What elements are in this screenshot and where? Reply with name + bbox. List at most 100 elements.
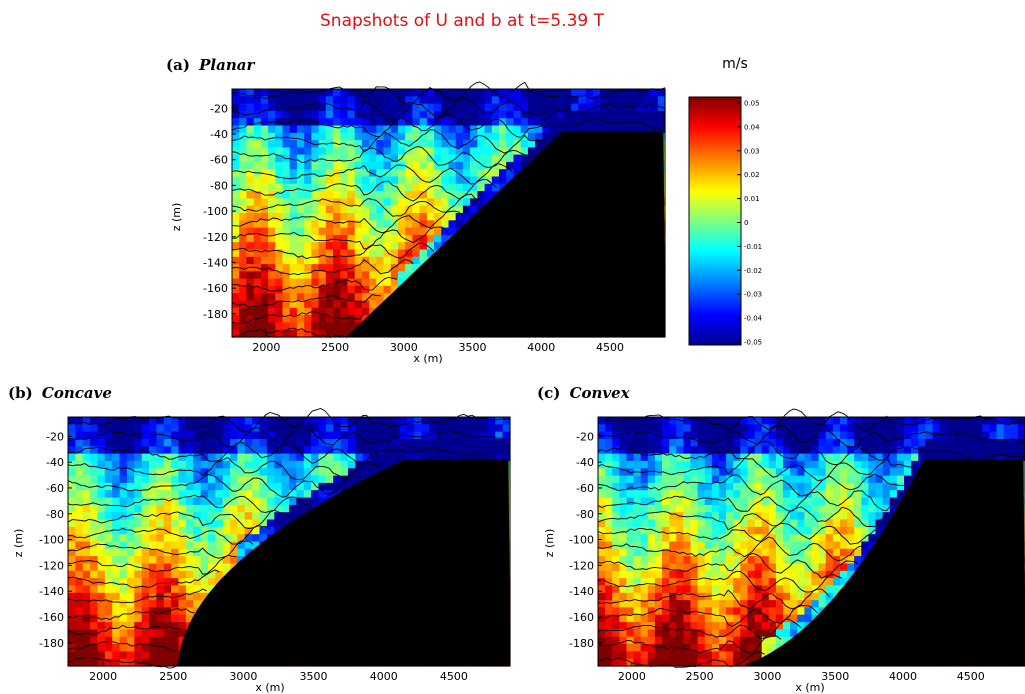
heatmap-cell <box>232 329 240 338</box>
heatmap-cell <box>252 490 261 499</box>
heatmap-cell <box>354 213 363 221</box>
heatmap-cell <box>542 132 551 141</box>
heatmap-cell <box>282 169 291 178</box>
heatmap-cell <box>448 161 457 170</box>
heatmap-cell <box>647 636 656 645</box>
heatmap-cell <box>141 548 150 557</box>
heatmap-cell <box>333 264 341 272</box>
heatmap-cell <box>376 213 385 221</box>
density-contour <box>231 129 550 154</box>
heatmap-cell <box>318 300 327 309</box>
heatmap-cell <box>318 285 327 294</box>
heatmap-cell <box>259 504 268 513</box>
heatmap-cell <box>354 125 363 134</box>
heatmap-cell <box>200 556 209 564</box>
heatmap-cell <box>619 468 628 477</box>
heatmap-cell <box>697 482 706 491</box>
heatmap-cell <box>112 548 121 557</box>
heatmap-cell <box>369 264 377 272</box>
heatmap-cell <box>246 183 255 192</box>
heatmap-cell <box>119 629 128 638</box>
heatmap-cell <box>185 424 194 433</box>
heatmap-cell <box>669 468 677 477</box>
heatmap-cell <box>163 556 172 564</box>
heatmap-cell <box>282 220 291 229</box>
heatmap-cell <box>260 154 269 163</box>
heatmap-cell <box>171 482 180 491</box>
heatmap-cell <box>311 264 320 272</box>
heatmap-cell <box>171 622 180 630</box>
heatmap-cell <box>556 118 565 127</box>
heatmap-cell <box>506 125 514 134</box>
heatmap-cell <box>361 110 370 119</box>
heatmap-cell <box>75 497 84 506</box>
heatmap-cell <box>697 563 706 572</box>
heatmap-cell <box>112 636 121 645</box>
heatmap-cell <box>232 213 240 221</box>
heatmap-cell <box>82 614 91 623</box>
heatmap-cell <box>704 453 713 462</box>
heatmap-cell <box>171 417 180 425</box>
heatmap-cell <box>149 570 157 579</box>
heatmap-cell <box>112 607 121 616</box>
heatmap-cell <box>268 307 276 316</box>
heatmap-cell <box>612 439 620 447</box>
heatmap-cell <box>676 614 684 623</box>
heatmap-cell <box>640 490 649 499</box>
heatmap-cell <box>711 446 720 455</box>
heatmap-cell <box>719 482 727 491</box>
heatmap-cell <box>571 89 579 97</box>
heatmap-cell <box>598 541 606 550</box>
y-tick-label: -160 <box>39 611 64 624</box>
heatmap-cell <box>239 315 247 323</box>
heatmap-cell <box>82 570 91 579</box>
heatmap-cell <box>333 271 341 280</box>
heatmap-cell <box>222 460 231 469</box>
heatmap-cell <box>134 439 143 447</box>
heatmap-cell <box>520 140 529 148</box>
heatmap-cell <box>193 534 202 543</box>
heatmap-cell <box>383 242 392 251</box>
heatmap-cell <box>429 453 437 462</box>
heatmap-cell <box>647 658 656 667</box>
heatmap-cell <box>383 264 392 272</box>
heatmap-cell <box>274 453 283 462</box>
heatmap-cell <box>119 600 128 608</box>
heatmap-cell <box>640 475 649 484</box>
heatmap-cell <box>711 460 720 469</box>
heatmap-cell <box>340 329 349 338</box>
heatmap-cell <box>390 234 399 243</box>
heatmap-cell <box>296 169 305 178</box>
heatmap-cell <box>426 242 435 251</box>
heatmap-cell <box>75 431 84 440</box>
heatmap-cell <box>156 526 165 535</box>
heatmap-cell <box>68 475 76 484</box>
heatmap-cell <box>237 460 246 469</box>
heatmap-cell <box>252 504 261 513</box>
heatmap-cell <box>75 534 84 543</box>
heatmap-cell <box>126 453 135 462</box>
heatmap-cell <box>412 89 421 97</box>
heatmap-cell <box>676 563 684 572</box>
heatmap-cell <box>318 431 327 440</box>
heatmap-cell <box>662 570 670 579</box>
heatmap-cell <box>726 431 734 440</box>
heatmap-cell <box>333 242 341 251</box>
panel-planar: (a) Planar 2000 2500 3000 3500 4000 4500-20-4… <box>166 56 666 365</box>
heatmap-cell <box>704 504 713 513</box>
heatmap-cell <box>484 96 493 105</box>
x-tick-label: 4000 <box>370 670 398 683</box>
heatmap-cell <box>605 570 613 579</box>
heatmap-cell <box>163 644 172 652</box>
heatmap-cell <box>246 176 255 185</box>
heatmap-cell <box>549 132 558 141</box>
heatmap-cell <box>340 300 349 309</box>
heatmap-cell <box>97 563 106 572</box>
heatmap-cell <box>171 460 180 469</box>
heatmap-cell <box>704 482 713 491</box>
heatmap-cell <box>318 220 327 229</box>
heatmap-cell <box>383 154 392 163</box>
heatmap-cell <box>377 431 386 440</box>
heatmap-cell <box>421 431 430 440</box>
